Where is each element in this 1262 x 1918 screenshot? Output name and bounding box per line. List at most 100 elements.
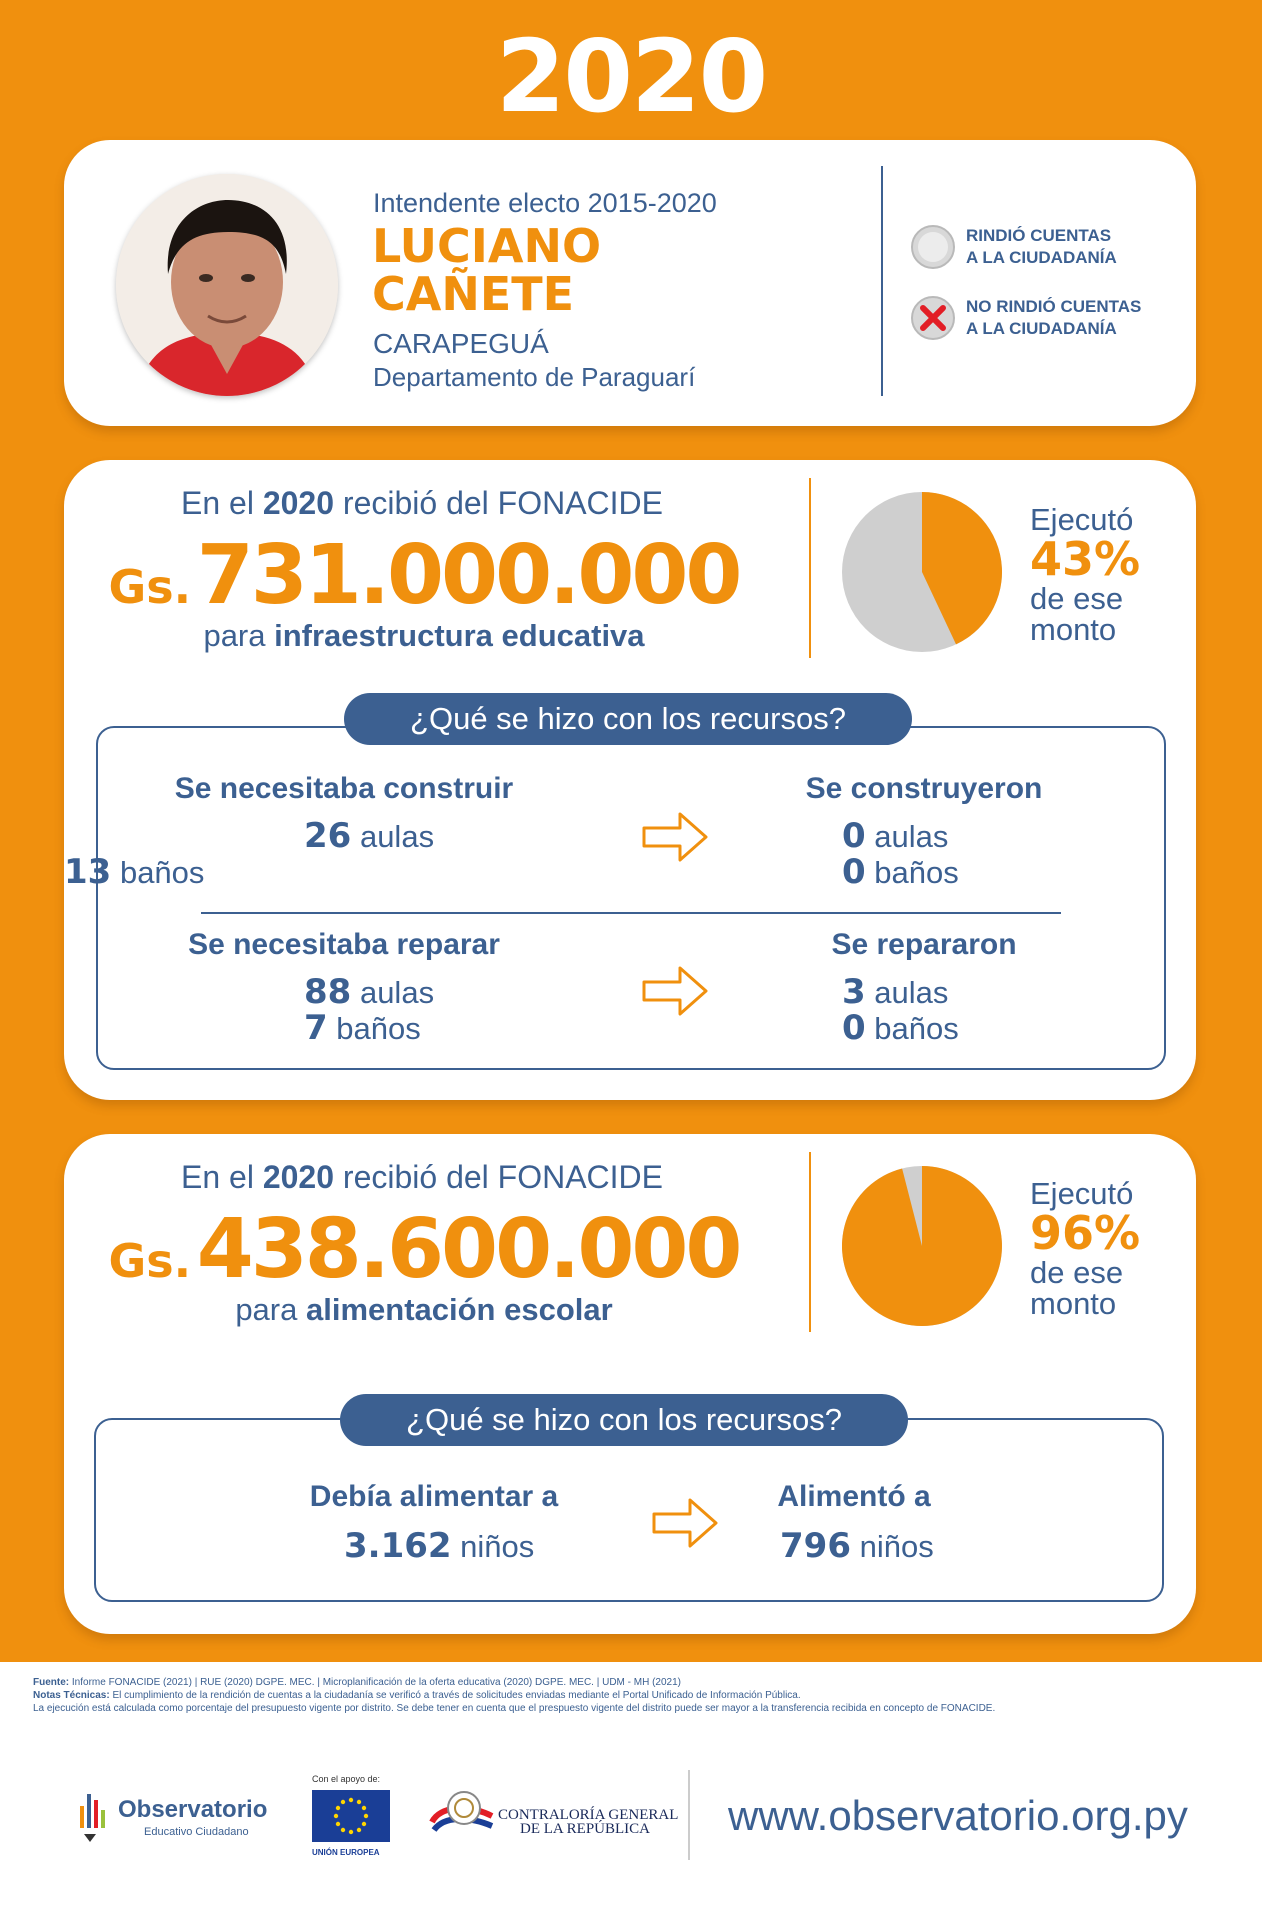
food-amount: Gs. 438.600.000 [94,1202,754,1297]
food-pie-executed [842,1166,1002,1326]
build-needed-banos-count: 13 [64,852,112,892]
city-name: CARAPEGUÁ [373,328,549,359]
build-needed-aulas-count: 26 [304,816,352,856]
infra-executed-suffix-2: monto [1030,612,1117,647]
legend-no-rindio-line2: A LA CIUDADANÍA [966,319,1117,338]
gray-circle-icon [911,225,955,269]
infra-executed-label: Ejecutó [1030,502,1134,537]
built-banos-label: baños [874,855,959,890]
observatorio-logo: Observatorio Educativo Ciudadano [78,1788,267,1849]
legend-no-rindio-line1: NO RINDIÓ CUENTAS [966,297,1142,316]
repaired-title: Se repararon [831,928,1017,961]
observatorio-subtitle: Educativo Ciudadano [144,1826,249,1838]
contraloria-line1: CONTRALORÍA GENERAL [498,1807,679,1823]
food-divider [809,1152,811,1332]
profile-card: Intendente electo 2015-2020 LUCIANO CAÑE… [64,140,1196,426]
food-needed: 3.162 niños [344,1526,534,1566]
contraloria-logo: CONTRALORÍA GENERAL DE LA REPÚBLICA [428,1786,678,1851]
infra-pie-chart [842,492,1002,652]
food-needed-count: 3.162 [344,1526,452,1566]
food-executed-pct: 96% [1030,1206,1141,1260]
food-arrow-icon [652,1498,718,1548]
infra-currency: Gs. [108,560,192,614]
footer-logos: Observatorio Educativo Ciudadano Con el … [0,1760,1262,1900]
built-aulas-count: 0 [842,816,866,856]
source-text: Informe FONACIDE (2021) | RUE (2020) DGP… [71,1677,681,1688]
food-executed-suffix-1: de ese [1030,1255,1124,1290]
repaired-aulas: 3 aulas [842,972,948,1012]
infra-purpose-prefix: para [203,618,266,653]
repaired-banos-count: 0 [842,1008,866,1048]
notes-text: El cumplimiento de la rendición de cuent… [112,1690,801,1701]
source-label: Fuente: [33,1677,70,1688]
food-received-prefix: En el [181,1159,254,1195]
food-card: En el 2020 recibió del FONACIDE Gs. 438.… [64,1134,1196,1634]
role-text: Intendente electo 2015-2020 [373,188,717,218]
food-executed-suffix-2: monto [1030,1286,1117,1321]
food-fed-count: 796 [780,1526,851,1566]
infra-received-line: En el 2020 recibió del FONACIDE [122,485,722,522]
repair-needed-aulas-count: 88 [304,972,352,1012]
infra-received-suffix: recibió del FONACIDE [342,485,663,521]
infra-question: ¿Qué se hizo con los recursos? [344,693,912,745]
eu-support-label: Con el apoyo de: [312,1774,381,1784]
repaired-banos-label: baños [874,1011,959,1046]
built-title: Se construyeron [805,772,1043,805]
infra-results-divider [201,912,1061,914]
food-currency: Gs. [108,1234,192,1288]
build-arrow-icon [642,812,708,862]
footer-notes: Fuente: Informe FONACIDE (2021) | RUE (2… [33,1676,1233,1715]
contraloria-line2: DE LA REPÚBLICA [520,1821,651,1837]
food-question: ¿Qué se hizo con los recursos? [340,1394,908,1446]
website-url[interactable]: www.observatorio.org.py [728,1792,1188,1839]
legend-rindio-label: RINDIÓ CUENTAS A LA CIUDADANÍA [966,225,1186,269]
food-purpose: para alimentación escolar [104,1292,744,1328]
food-amount-value: 438.600.000 [196,1202,743,1297]
build-needed-banos-label: baños [119,855,205,890]
infra-executed-suffix-1: de ese [1030,581,1124,616]
infra-purpose-value: infraestructura educativa [274,618,645,653]
name-line-1: LUCIANO [372,219,602,273]
repair-arrow-icon [642,966,708,1016]
build-needed-banos: 13 baños [64,852,204,892]
repair-needed-banos: 7 baños [304,1008,421,1048]
food-fed-unit: niños [859,1529,934,1564]
repair-needed-aulas: 88 aulas [304,972,434,1012]
notes-text-2: La ejecución está calculada como porcent… [33,1703,996,1714]
observatorio-bars-icon [80,1794,105,1842]
food-received-year: 2020 [262,1159,335,1195]
year-title: 2020 [495,18,768,135]
repair-needed-aulas-label: aulas [359,975,435,1010]
food-needed-unit: niños [460,1529,535,1564]
mayor-name: LUCIANO CAÑETE [372,222,601,318]
contraloria-name: CONTRALORÍA GENERAL DE LA REPÚBLICA [498,1807,679,1837]
food-needed-title: Debía alimentar a [309,1480,559,1513]
food-received-line: En el 2020 recibió del FONACIDE [122,1159,722,1196]
name-line-2: CAÑETE [372,267,575,321]
built-banos: 0 baños [842,852,959,892]
built-banos-count: 0 [842,852,866,892]
infra-received-prefix: En el [181,485,254,521]
infra-pie-executed [922,492,1002,645]
repaired-banos: 0 baños [842,1008,959,1048]
repair-needed-title: Se necesitaba reparar [188,928,500,961]
food-executed-label: Ejecutó [1030,1176,1134,1211]
eu-flag-icon [312,1790,390,1842]
legend-rindio-line2: A LA CIUDADANÍA [966,248,1117,267]
food-fed: 796 niños [780,1526,934,1566]
infra-divider [809,478,811,658]
notes-label: Notas Técnicas: [33,1690,110,1701]
eu-name: UNIÓN EUROPEA [312,1848,380,1857]
build-needed-title: Se necesitaba construir [174,772,514,805]
food-pie-chart [842,1166,1002,1326]
red-x-circle-icon [911,296,955,340]
contraloria-seal-icon [429,1791,494,1832]
food-fed-title: Alimentó a [777,1480,931,1513]
notes-line: Notas Técnicas: El cumplimiento de la re… [33,1689,1233,1702]
source-line: Fuente: Informe FONACIDE (2021) | RUE (2… [33,1676,1233,1689]
build-needed-aulas: 26 aulas [304,816,434,856]
built-aulas-label: aulas [874,819,949,854]
infra-purpose: para infraestructura educativa [104,618,744,654]
food-purpose-prefix: para [235,1292,298,1327]
food-purpose-value: alimentación escolar [305,1292,613,1327]
